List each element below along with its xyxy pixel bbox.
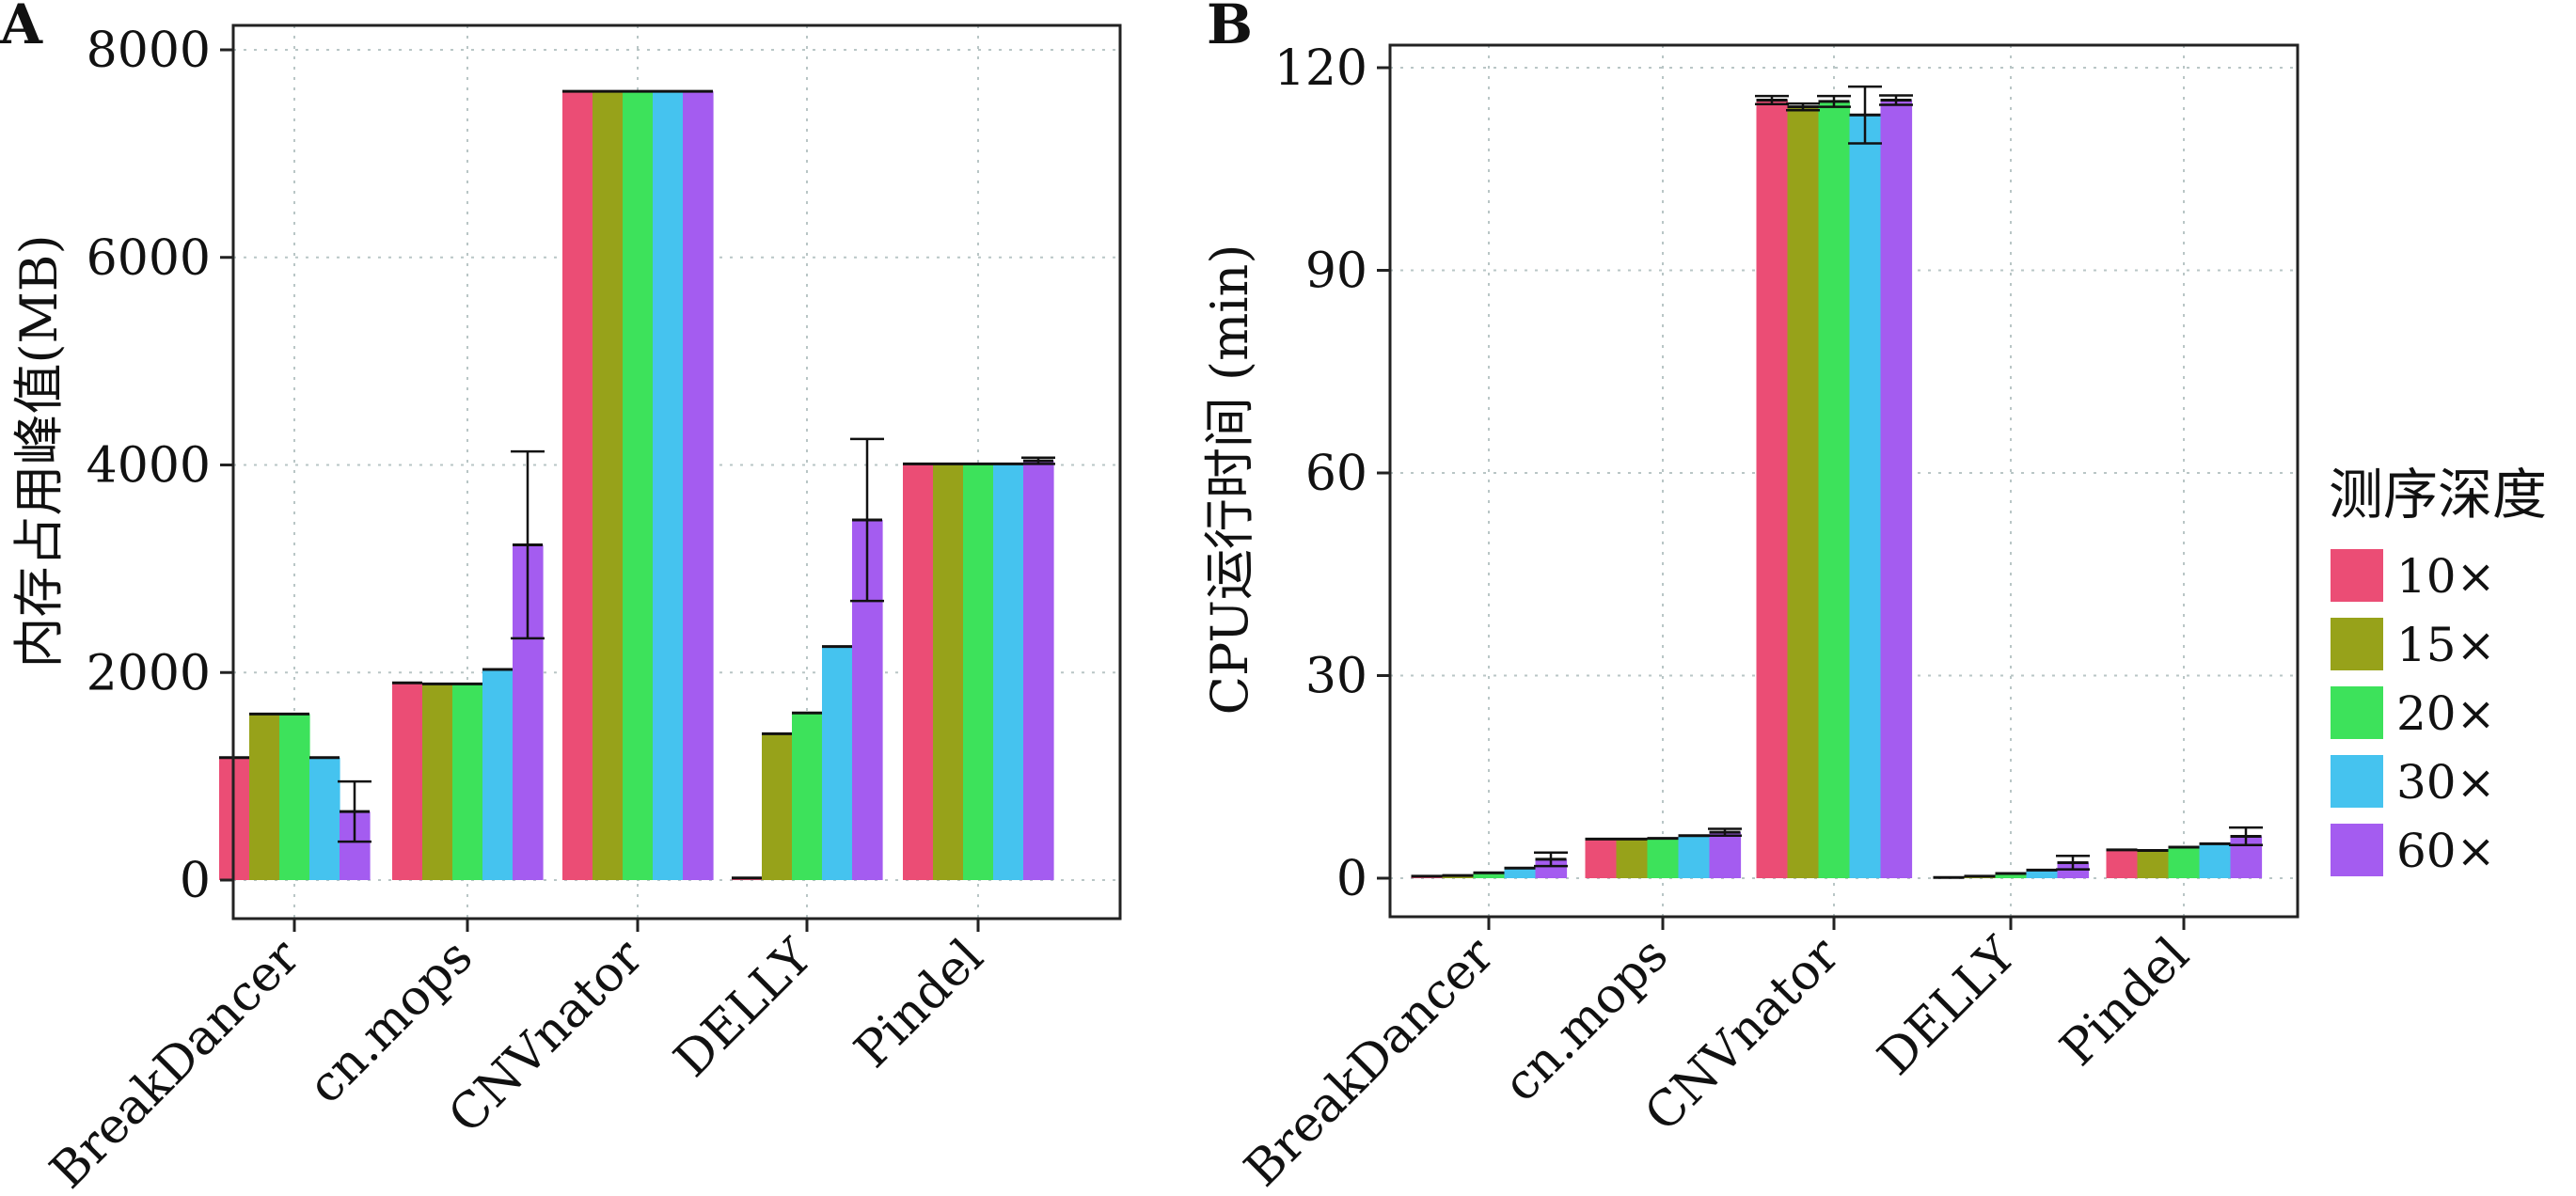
x-tick-label: DELLY	[664, 928, 824, 1088]
bar	[249, 714, 280, 880]
bar	[762, 733, 793, 880]
bar	[309, 757, 340, 880]
bar	[2137, 850, 2170, 878]
bar	[1616, 839, 1649, 878]
panel-b-bars	[1411, 98, 2263, 879]
bar	[1678, 835, 1711, 878]
bar	[822, 646, 853, 880]
legend-swatch	[2331, 755, 2383, 808]
panel-a-y-axis-label: 内存占用峰值(MB)	[9, 234, 69, 668]
bar	[1709, 832, 1742, 878]
bar	[623, 91, 654, 880]
y-tick-label: 4000	[87, 438, 211, 495]
panel-a-plot-frame	[231, 24, 1122, 921]
bar	[1473, 873, 1506, 878]
y-tick-label: 30	[1305, 649, 1367, 705]
bar	[2199, 843, 2232, 878]
x-tick-label: Pindel	[2050, 927, 2201, 1078]
x-tick-label: BreakDancer	[1234, 927, 1505, 1196]
bar	[683, 91, 714, 880]
x-tick-label: DELLY	[1868, 926, 2028, 1086]
bar	[452, 684, 483, 880]
legend-swatch	[2331, 549, 2383, 602]
y-tick-label: 8000	[87, 23, 211, 79]
bar	[1585, 839, 1618, 878]
y-tick-label: 0	[1336, 851, 1367, 907]
x-tick-label: Pindel	[845, 929, 995, 1079]
legend-swatch	[2331, 618, 2383, 670]
bar	[2026, 870, 2059, 878]
bar	[1880, 100, 1913, 879]
bar	[1647, 838, 1680, 878]
y-tick-label: 120	[1274, 40, 1367, 97]
bar	[1504, 868, 1537, 878]
panel-a-label: A	[0, 0, 43, 56]
bar	[1787, 106, 1820, 878]
bar	[903, 464, 934, 880]
panel-a-error-bars	[338, 437, 1055, 843]
legend-items: 10× 15× 20× 30× 60×	[2331, 549, 2496, 878]
y-tick-label: 0	[180, 853, 211, 909]
bar	[392, 683, 423, 880]
bar	[279, 714, 310, 880]
bar	[653, 91, 684, 880]
legend-label: 60×	[2396, 824, 2496, 878]
panel-b-y-axis-label: CPU运行时间 (min)	[1200, 244, 1259, 716]
bar	[1756, 100, 1789, 879]
bar	[993, 464, 1024, 880]
legend-label: 10×	[2396, 549, 2496, 604]
x-tick-label: BreakDancer	[40, 929, 310, 1196]
bar	[562, 91, 593, 880]
legend-label: 30×	[2396, 755, 2496, 810]
bar	[1849, 115, 1882, 879]
legend-swatch	[2331, 686, 2383, 739]
y-tick-label: 6000	[87, 230, 211, 287]
bar	[422, 684, 453, 880]
legend: 测序深度 10× 15× 20× 30× 60×	[2329, 463, 2547, 878]
bar	[1818, 101, 1851, 878]
panel-b-error-bars	[1534, 85, 2263, 871]
bar	[2106, 849, 2139, 878]
y-tick-label: 2000	[87, 645, 211, 701]
panel-a: A 0 2000 4000 6000 8000 BreakDancercn.mopsCN…	[0, 0, 1122, 1196]
legend-swatch	[2331, 824, 2383, 876]
panel-b-label: B	[1207, 0, 1253, 56]
panel-a-bars	[219, 89, 1054, 880]
y-tick-label: 60	[1305, 446, 1367, 502]
y-tick-label: 90	[1305, 244, 1367, 300]
panel-b-y-ticks: 0 30 60 90 120	[1274, 40, 1390, 907]
legend-title: 测序深度	[2329, 463, 2547, 527]
bar	[933, 464, 964, 880]
bar	[2168, 846, 2201, 878]
panel-b-plot-frame	[1388, 43, 2299, 919]
legend-label: 15×	[2396, 618, 2496, 672]
bar	[1023, 461, 1054, 880]
panel-a-y-ticks: 0 2000 4000 6000 8000	[87, 23, 233, 909]
bar	[1535, 858, 1568, 878]
bar	[593, 91, 624, 880]
legend-label: 20×	[2396, 686, 2496, 741]
bar	[792, 713, 823, 880]
bar	[482, 669, 514, 880]
bar	[963, 464, 994, 880]
bar	[1995, 873, 2028, 878]
